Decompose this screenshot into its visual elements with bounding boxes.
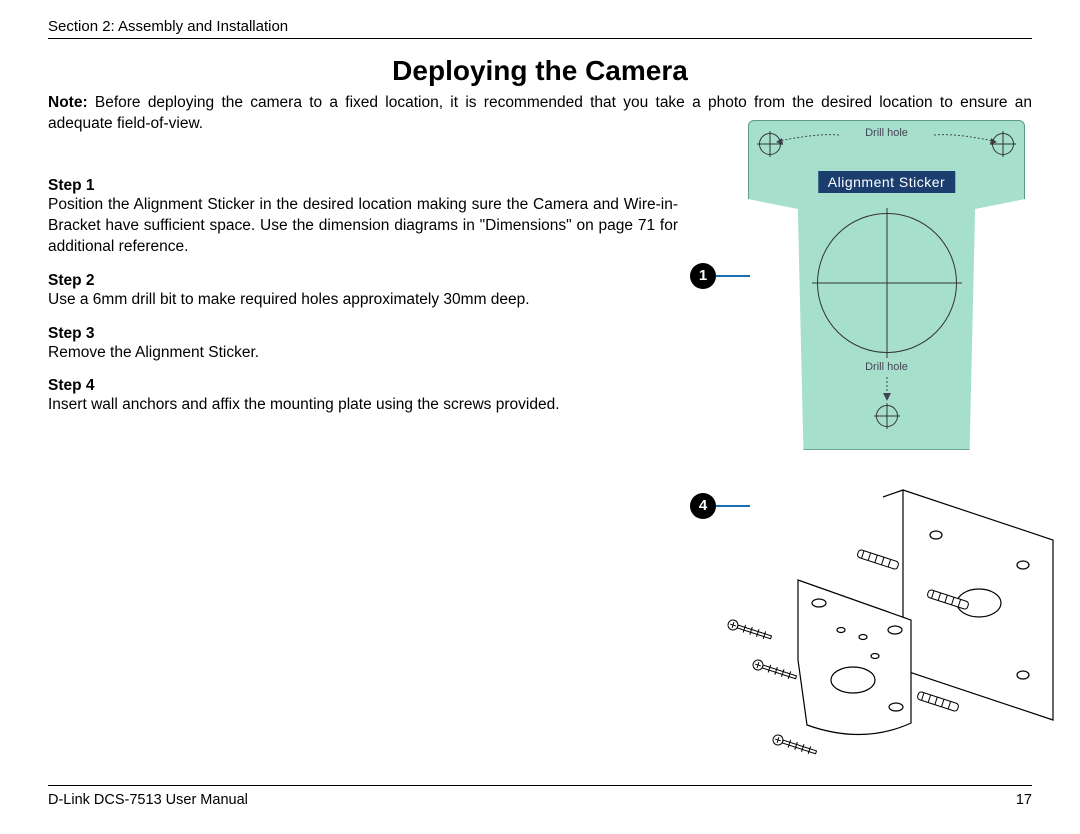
crosshair-icon (992, 133, 1014, 155)
step-title-3: Step 3 (48, 325, 678, 343)
step-title-1: Step 1 (48, 177, 678, 195)
alignment-sticker-label: Alignment Sticker (818, 171, 955, 193)
note-label: Note: (48, 94, 88, 111)
callout-badge-1: 1 (690, 263, 716, 289)
down-arrow-icon (881, 377, 893, 403)
steps-column: Step 1 Position the Alignment Sticker in… (48, 155, 678, 417)
footer-manual-name: D-Link DCS-7513 User Manual (48, 792, 248, 808)
step-title-4: Step 4 (48, 377, 678, 395)
callout-line-1 (716, 275, 750, 277)
drill-hole-label-bottom: Drill hole (865, 361, 908, 373)
step-body-2: Use a 6mm drill bit to make required hol… (48, 290, 678, 311)
dotted-arrows-icon (749, 121, 1024, 166)
mounting-plate-figure (703, 485, 1063, 765)
crosshair-icon (759, 133, 781, 155)
step-title-2: Step 2 (48, 272, 678, 290)
crosshair-icon-large (817, 213, 957, 353)
step-body-1: Position the Alignment Sticker in the de… (48, 195, 678, 258)
step-body-3: Remove the Alignment Sticker. (48, 343, 678, 364)
mounting-plate-icon (703, 485, 1063, 765)
section-header: Section 2: Assembly and Installation (48, 18, 1032, 39)
step-body-4: Insert wall anchors and affix the mounti… (48, 395, 678, 416)
manual-page: Section 2: Assembly and Installation Dep… (0, 0, 1080, 834)
page-title: Deploying the Camera (48, 55, 1032, 87)
page-footer: D-Link DCS-7513 User Manual 17 (48, 785, 1032, 808)
figures-column: 1 Drill hole Alignment Sticker Drill hol… (678, 155, 1032, 417)
footer-page-number: 17 (1016, 792, 1032, 808)
alignment-sticker-figure: Drill hole Alignment Sticker Drill hole (748, 120, 1025, 450)
content-row: Step 1 Position the Alignment Sticker in… (48, 155, 1032, 417)
crosshair-icon (876, 405, 898, 427)
